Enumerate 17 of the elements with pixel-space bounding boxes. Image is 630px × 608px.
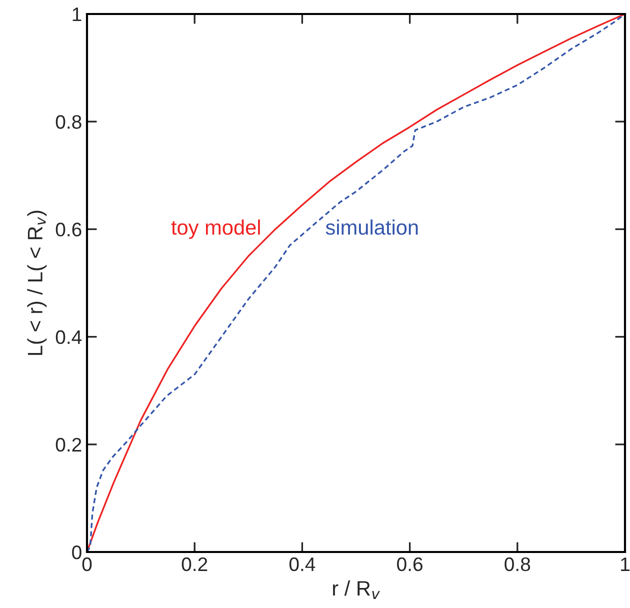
x-tick-label: 0.2 [182, 557, 208, 572]
y-tick-label: 0.2 [56, 438, 82, 452]
y-tick-label: 0.6 [56, 222, 82, 236]
x-tick-label: 0 [82, 557, 92, 572]
series-label: simulation [326, 219, 418, 235]
x-tick-label: 0.4 [289, 557, 316, 572]
x-axis-title: r / R$_{v}$ [333, 580, 380, 599]
line-series [87, 14, 625, 552]
y-axis-title: L( < r) / L( < R$_{v}$) [27, 210, 47, 355]
x-tick-label: 0.8 [504, 557, 530, 572]
y-tick-label: 0.8 [56, 115, 82, 129]
y-tick-label: 1 [72, 8, 82, 22]
series-label: toy model [171, 219, 260, 239]
x-tick-label: 0.6 [397, 557, 422, 572]
y-tick-label: 0 [72, 545, 82, 560]
x-tick-label: 1 [621, 558, 630, 571]
y-tick-label: 0.4 [56, 330, 82, 344]
